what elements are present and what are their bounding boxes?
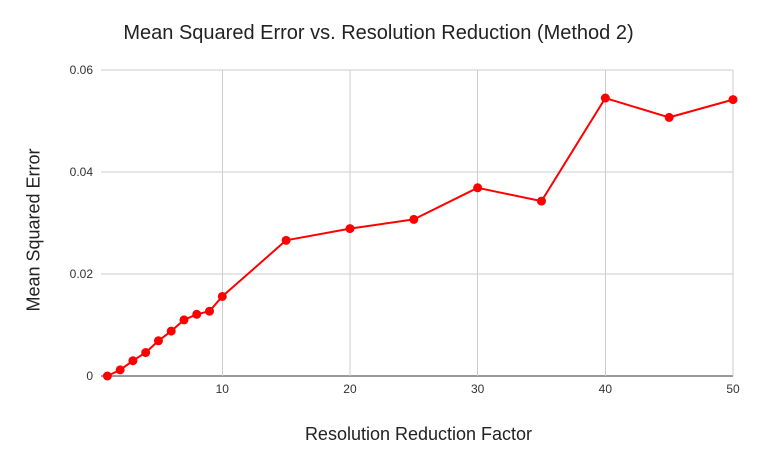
grid-lines [101, 69, 734, 377]
y-tick-label: 0.06 [70, 63, 94, 77]
data-point [536, 196, 546, 206]
y-tick-label: 0 [86, 369, 93, 383]
data-point [102, 371, 112, 381]
data-point [141, 348, 151, 358]
data-point [166, 326, 176, 336]
data-point [281, 235, 291, 245]
x-axis-label: Resolution Reduction Factor [304, 424, 533, 444]
data-point [153, 336, 163, 346]
y-tick-label: 0.04 [70, 165, 94, 179]
data-point [192, 309, 202, 319]
x-tick-label: 10 [216, 382, 230, 396]
data-point [345, 224, 355, 234]
data-points [102, 93, 738, 381]
x-tick-label: 50 [726, 382, 740, 396]
data-point [128, 356, 138, 366]
y-tick-label: 0.02 [70, 267, 94, 281]
data-point [115, 365, 125, 375]
tick-labels: 0 0.02 0.04 0.06 10 20 30 40 50 [70, 63, 740, 396]
data-point [217, 291, 227, 301]
chart-title: Mean Squared Error vs. Resolution Reduct… [123, 22, 634, 44]
series-line [106, 97, 734, 377]
data-point [409, 214, 419, 224]
y-axis-label: Mean Squared Error [23, 148, 44, 312]
data-point [179, 315, 189, 325]
data-point [205, 306, 215, 316]
x-tick-label: 20 [343, 382, 357, 396]
data-point [664, 112, 674, 122]
data-point [473, 183, 483, 193]
x-tick-label: 40 [599, 382, 613, 396]
data-point [600, 93, 610, 103]
x-tick-label: 30 [471, 382, 485, 396]
series-line-layer [106, 97, 734, 377]
data-point [728, 95, 738, 105]
